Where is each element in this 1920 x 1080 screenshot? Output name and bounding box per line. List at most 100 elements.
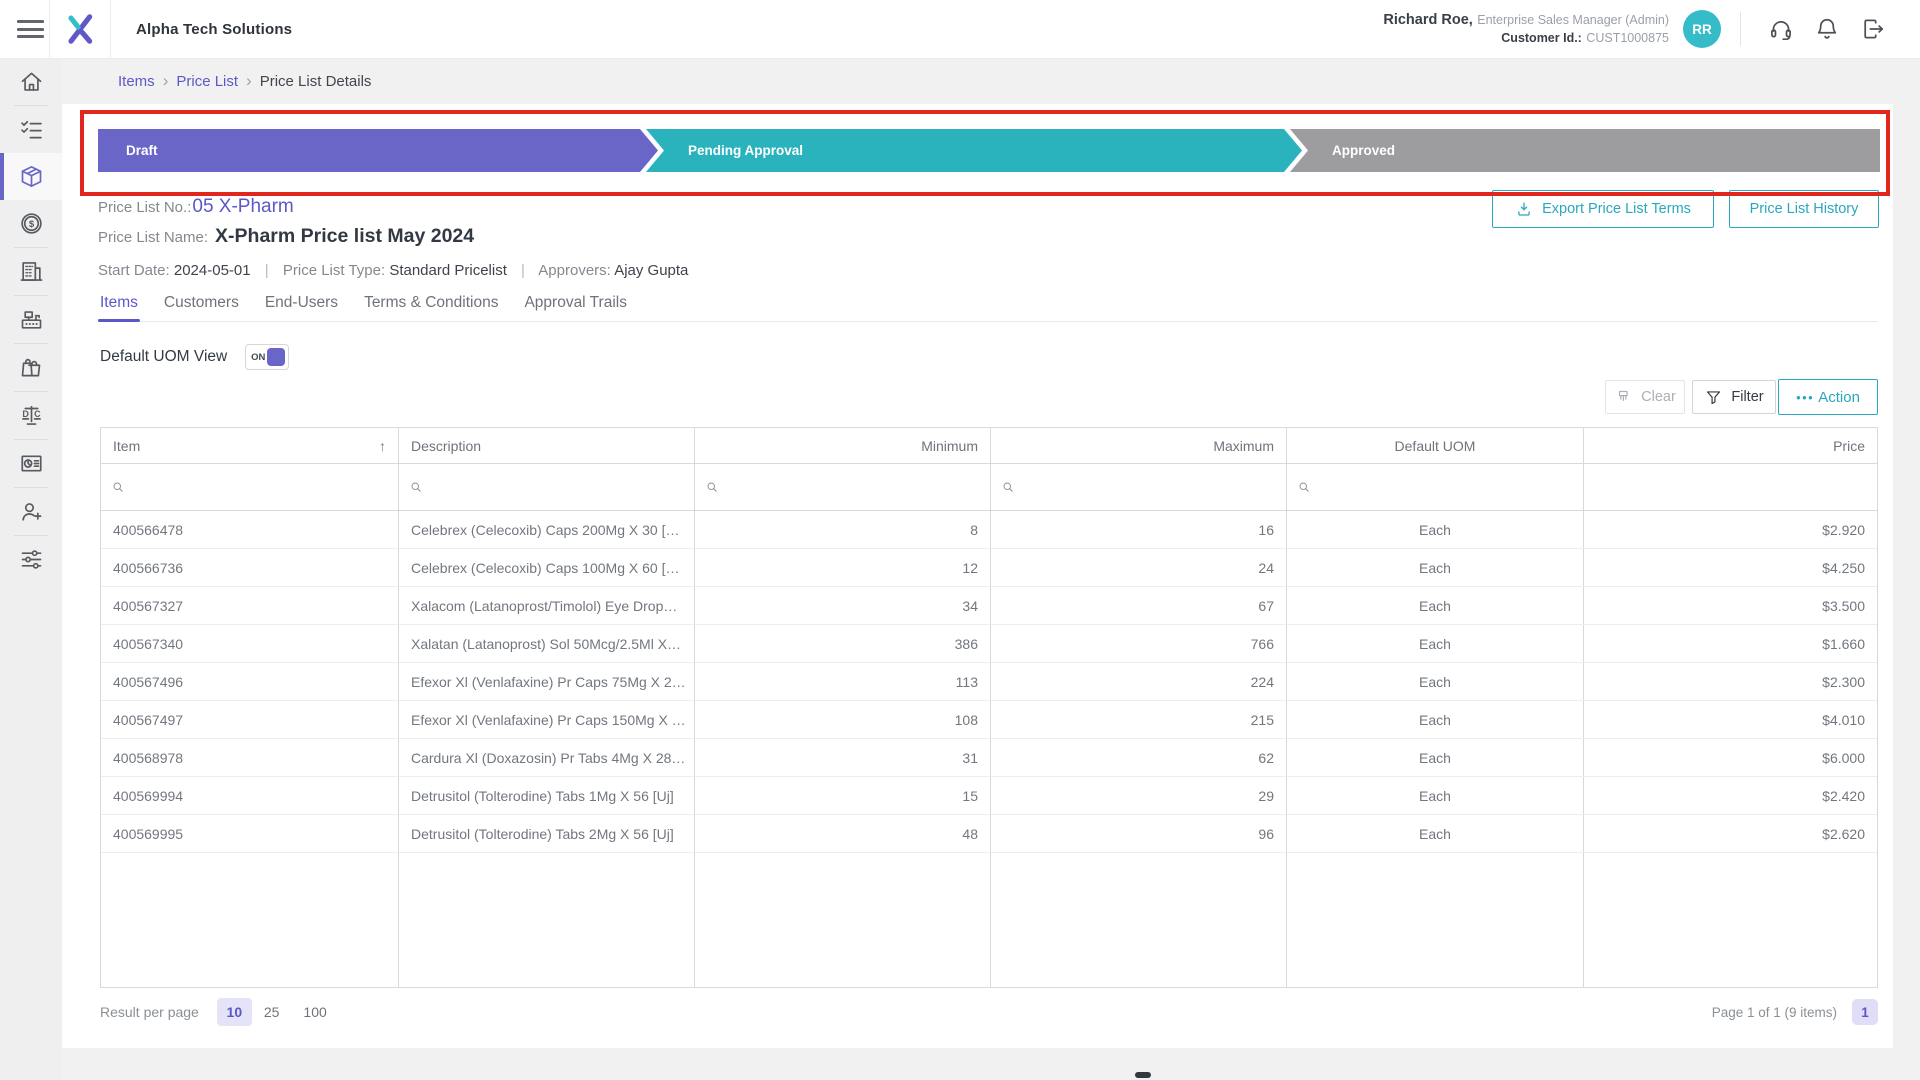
clear-button[interactable]: Clear [1605,380,1685,414]
table-search-row [101,464,1877,511]
customer-id-label: Customer Id.: [1501,31,1582,45]
avatar[interactable]: RR [1683,10,1721,48]
cell-item: 400567496 [101,663,399,700]
sliders-icon [21,550,41,569]
top-bar: Alpha Tech Solutions Richard Roe, Enterp… [0,0,1920,59]
sidebar-item-home[interactable] [0,58,62,105]
checklist-icon [20,120,42,139]
cell-minimum: 12 [695,549,991,586]
breadcrumb-price-list[interactable]: Price List [176,72,239,90]
shopping-bag-icon [21,358,40,377]
cell-maximum: 766 [991,625,1287,662]
breadcrumb-items[interactable]: Items [118,72,155,90]
column-header-maximum[interactable]: Maximum [991,428,1287,463]
clear-button-label: Clear [1641,389,1676,405]
home-icon [21,72,41,91]
cell-description: Detrusitol (Tolterodine) Tabs 2Mg X 56 [… [399,815,695,852]
cell-price: $4.250 [1822,559,1865,576]
cell-maximum: 29 [991,777,1287,814]
filter-funnel-icon [1707,390,1721,404]
tab-approval-trails[interactable]: Approval Trails [524,294,627,311]
cell-price: $6.000 [1822,749,1865,766]
search-icon [1003,482,1013,492]
tab-terms-conditions[interactable]: Terms & Conditions [364,294,499,311]
cell-minimum: 15 [695,777,991,814]
step-label: Draft [126,143,158,158]
column-label: Item [113,437,141,454]
export-price-list-terms-button[interactable]: Export Price List Terms [1492,190,1714,228]
sidebar-divider [14,105,48,106]
page-info: Page 1 of 1 (9 items) [1711,1004,1837,1020]
sidebar-item-prospects[interactable] [0,488,62,535]
sidebar-item-transactions[interactable] [0,296,62,343]
search-input-minimum[interactable] [695,464,991,510]
cell-item: 400569995 [101,815,399,852]
report-icon [20,455,42,472]
ellipsis-icon: ••• [1796,389,1815,405]
sidebar: $ D C [0,58,62,1080]
column-header-item[interactable]: Item ↑ [101,428,399,463]
table-row[interactable]: 400567340 Xalatan (Latanoprost) Sol 50Mc… [101,625,1877,663]
page-size-10[interactable]: 10 [216,998,252,1026]
default-uom-toggle[interactable]: ON [245,344,290,370]
column-header-description[interactable]: Description [399,428,695,463]
table-row[interactable]: 400569995 Detrusitol (Tolterodine) Tabs … [101,815,1877,853]
sidebar-item-settings[interactable] [0,536,62,583]
app-logo[interactable] [49,0,111,58]
tab-customers[interactable]: Customers [163,294,239,311]
table-row[interactable]: 400567497 Efexor Xl (Venlafaxine) Pr Cap… [101,701,1877,739]
column-header-minimum[interactable]: Minimum [695,428,991,463]
cell-default-uom: Each [1287,815,1584,852]
page-size-100[interactable]: 100 [303,1004,327,1020]
search-input-default-uom[interactable] [1287,464,1584,510]
sidebar-item-items[interactable] [0,153,62,200]
cell-price: $3.500 [1822,597,1865,614]
cell-item: 400567327 [101,587,399,624]
cell-maximum: 96 [991,815,1287,852]
table-row[interactable]: 400566478 Celebrex (Celecoxib) Caps 200M… [101,511,1877,549]
sort-ascending-icon[interactable]: ↑ [379,437,386,454]
column-header-price[interactable]: Price [1833,437,1865,454]
tab-end-users[interactable]: End-Users [264,294,339,311]
notifications-bell-icon[interactable] [1814,16,1840,42]
filter-button[interactable]: Filter [1692,380,1776,414]
svg-text:C: C [34,409,41,419]
menu-icon[interactable] [17,16,44,43]
table-row[interactable]: 400568978 Cardura Xl (Doxazosin) Pr Tabs… [101,739,1877,777]
cell-item: 400566478 [101,511,399,548]
column-header-default-uom[interactable]: Default UOM [1287,428,1584,463]
sidebar-item-pricing[interactable]: $ [0,200,62,247]
cell-default-uom: Each [1287,587,1584,624]
cell-minimum: 34 [695,587,991,624]
search-input-item[interactable] [101,464,399,510]
cell-price: $1.660 [1822,635,1865,652]
sidebar-item-checklist[interactable] [0,106,62,153]
action-button[interactable]: ••• Action [1778,379,1878,415]
sidebar-item-reports[interactable] [0,440,62,487]
sidebar-item-debit-credit[interactable]: D C [0,392,62,439]
logo-x-icon [68,14,93,44]
support-headset-icon[interactable] [1768,16,1794,42]
sidebar-item-accounts[interactable] [0,248,62,295]
cell-description: Celebrex (Celecoxib) Caps 200Mg X 30 [… [399,511,695,548]
cell-minimum: 113 [695,663,991,700]
page-1-button[interactable]: 1 [1852,999,1878,1025]
search-input-maximum[interactable] [991,464,1287,510]
page-size-25[interactable]: 25 [263,1004,280,1020]
package-icon [21,165,41,188]
search-icon [1299,482,1309,492]
table-row[interactable]: 400567496 Efexor Xl (Venlafaxine) Pr Cap… [101,663,1877,701]
table-row[interactable]: 400567327 Xalacom (Latanoprost/Timolol) … [101,587,1877,625]
default-uom-view-label: Default UOM View [100,348,228,365]
table-row[interactable]: 400566736 Celebrex (Celecoxib) Caps 100M… [101,549,1877,587]
svg-text:D: D [22,409,29,419]
table-row[interactable]: 400569994 Detrusitol (Tolterodine) Tabs … [101,777,1877,815]
price-list-history-button[interactable]: Price List History [1729,190,1879,228]
cell-item: 400567497 [101,701,399,738]
logout-icon[interactable] [1860,16,1886,42]
search-input-description[interactable] [399,464,695,510]
export-button-label: Export Price List Terms [1542,201,1691,217]
sidebar-item-orders[interactable] [0,344,62,391]
customer-id-value: CUST1000875 [1586,31,1669,45]
tab-items[interactable]: Items [98,288,140,322]
